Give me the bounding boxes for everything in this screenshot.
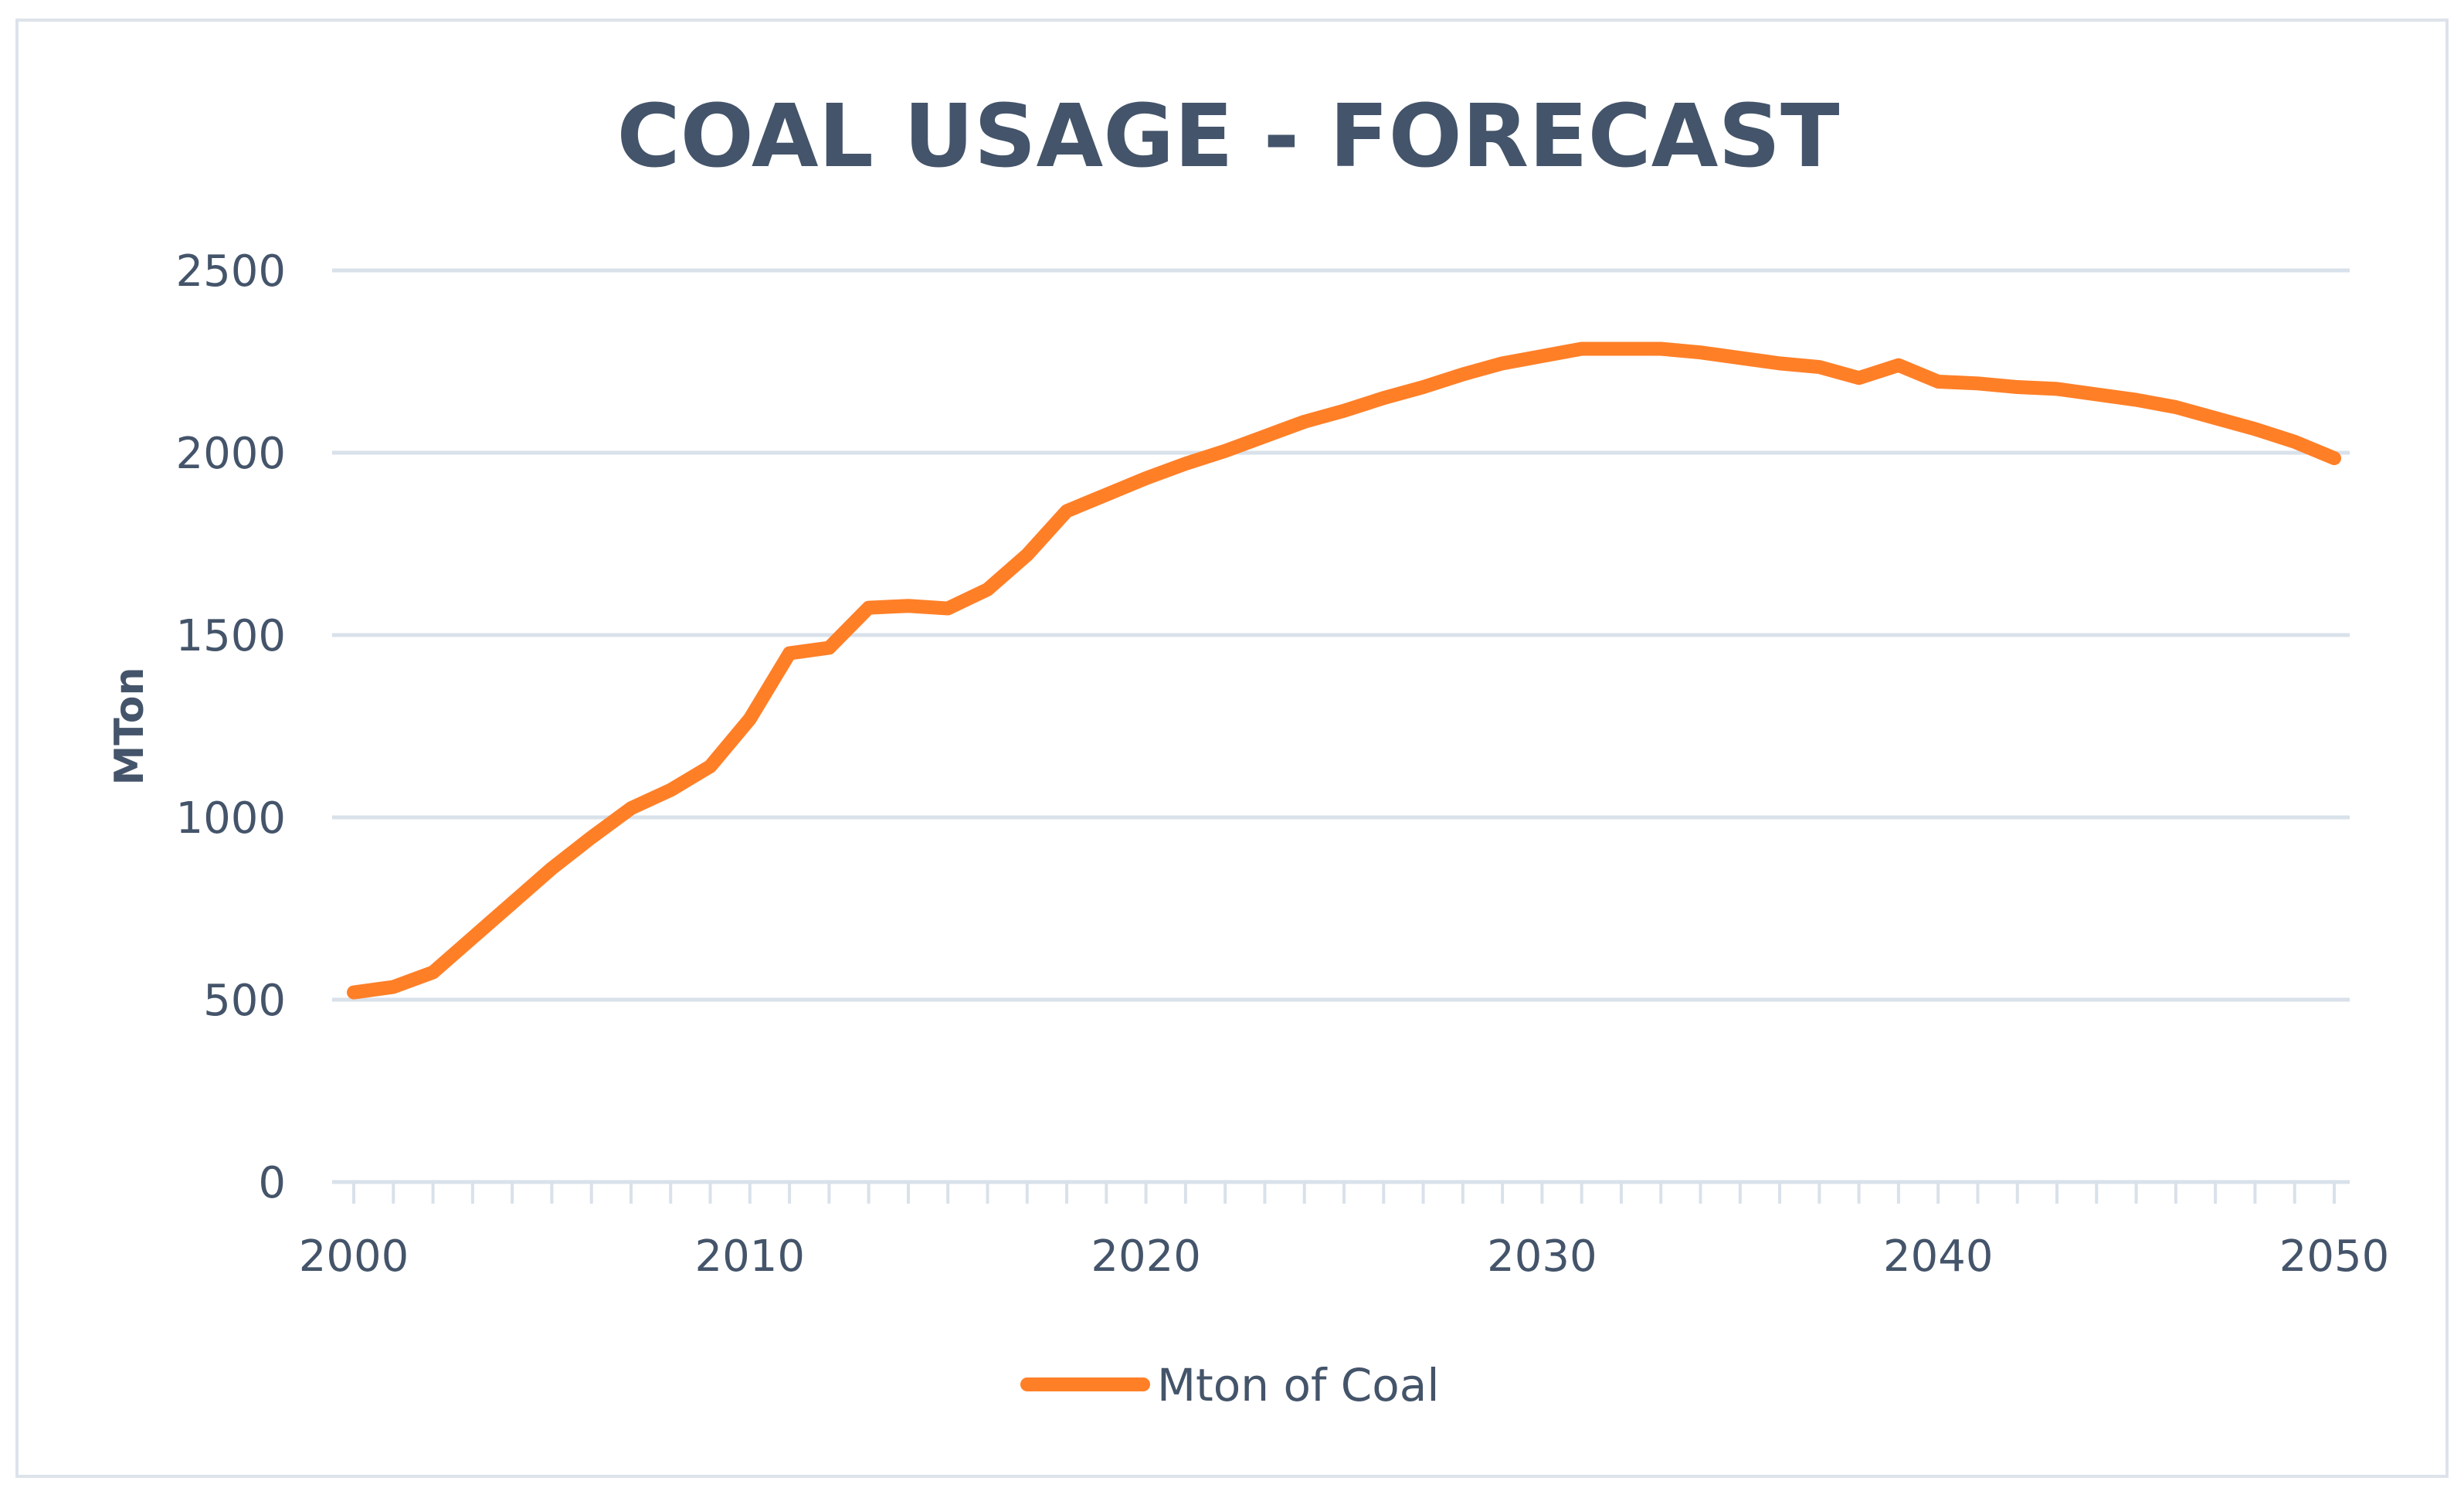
legend: Mton of Coal: [1020, 1359, 1439, 1411]
y-tick-label: 0: [258, 1158, 286, 1208]
y-tick-label: 1000: [175, 793, 286, 844]
y-tick-label: 2000: [175, 429, 286, 479]
chart-frame: [15, 19, 2449, 1478]
x-tick-label: 2040: [1883, 1231, 1994, 1282]
chart-title: COAL USAGE - FORECAST: [616, 87, 1839, 187]
x-tick-label: 2020: [1091, 1231, 1201, 1282]
y-tick-label: 2500: [175, 246, 286, 297]
y-tick-label: 500: [203, 976, 286, 1026]
series-line-mton-of-coal: [347, 341, 2341, 1000]
x-tick-label: 2030: [1487, 1231, 1597, 1282]
x-tick-label: 2000: [299, 1231, 409, 1282]
x-tick-label: 2050: [2279, 1231, 2390, 1282]
legend-label: Mton of Coal: [1157, 1359, 1439, 1411]
y-axis-label: MTon: [107, 667, 153, 785]
y-tick-label: 1500: [175, 611, 286, 661]
x-tick-label: 2010: [695, 1231, 806, 1282]
